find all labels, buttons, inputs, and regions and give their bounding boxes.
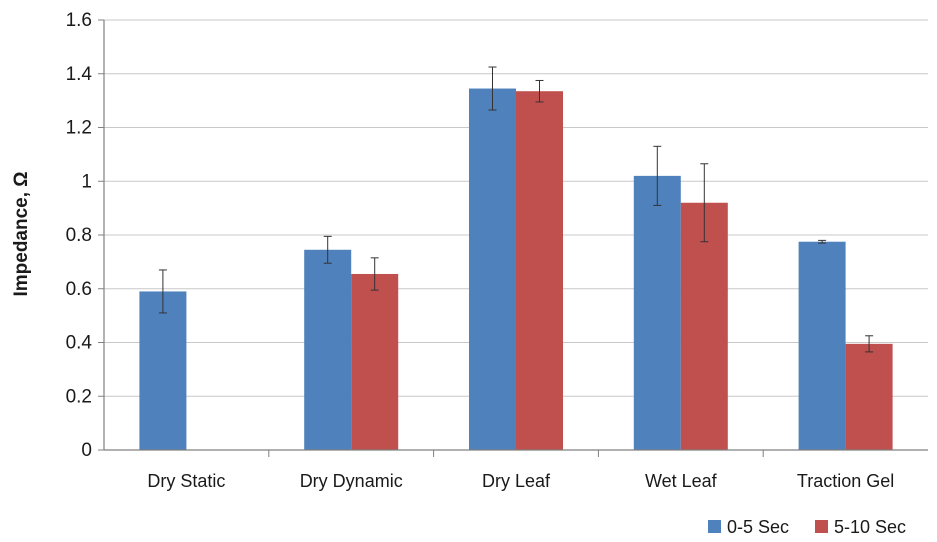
y-tick-label: 1.4: [66, 64, 93, 85]
legend: 0-5 Sec 5-10 Sec: [708, 517, 906, 537]
bar-0-5-sec-dry-static: [139, 291, 187, 450]
bar-0-5-sec-dry-leaf: [469, 88, 516, 450]
x-category-label: Wet Leaf: [645, 471, 718, 491]
bar-5-10-sec-wet-leaf: [680, 202, 728, 450]
bars-group: [139, 88, 893, 450]
bar-5-10-sec-traction-gel: [845, 343, 893, 450]
y-tick-labels: 0 0.2 0.4 0.6 0.8 1 1.2 1.4 1.6: [66, 10, 93, 461]
y-tick-label: 1: [81, 171, 92, 192]
bar-0-5-sec-dry-dynamic: [304, 249, 352, 450]
legend-label: 0-5 Sec: [727, 517, 789, 537]
axes-group: [98, 19, 928, 457]
error-bars-group: [158, 66, 874, 353]
x-category-label: Traction Gel: [797, 471, 894, 491]
y-axis-label: Impedance, Ω: [11, 171, 32, 296]
bar-5-10-sec-dry-leaf: [516, 91, 563, 450]
y-tick-label: 0.8: [66, 225, 92, 246]
x-category-label: Dry Leaf: [482, 471, 551, 491]
y-tick-label: 1.6: [66, 10, 92, 31]
legend-swatch-0-5-sec: [708, 520, 721, 533]
x-category-label: Dry Static: [147, 471, 225, 491]
y-tick-label: 0.4: [66, 333, 93, 354]
bar-5-10-sec-dry-dynamic: [351, 273, 399, 450]
legend-swatch-5-10-sec: [815, 520, 828, 533]
y-tick-label: 0.2: [66, 386, 92, 407]
x-category-label: Dry Dynamic: [300, 471, 403, 491]
bar-0-5-sec-wet-leaf: [633, 175, 681, 450]
y-tick-label: 1.2: [66, 118, 92, 139]
y-tick-label: 0: [81, 440, 92, 461]
bar-0-5-sec-traction-gel: [798, 241, 846, 450]
y-tick-label: 0.6: [66, 279, 92, 300]
legend-label: 5-10 Sec: [834, 517, 906, 537]
x-category-labels: Dry Static Dry Dynamic Dry Leaf Wet Leaf Tra…: [147, 471, 894, 491]
